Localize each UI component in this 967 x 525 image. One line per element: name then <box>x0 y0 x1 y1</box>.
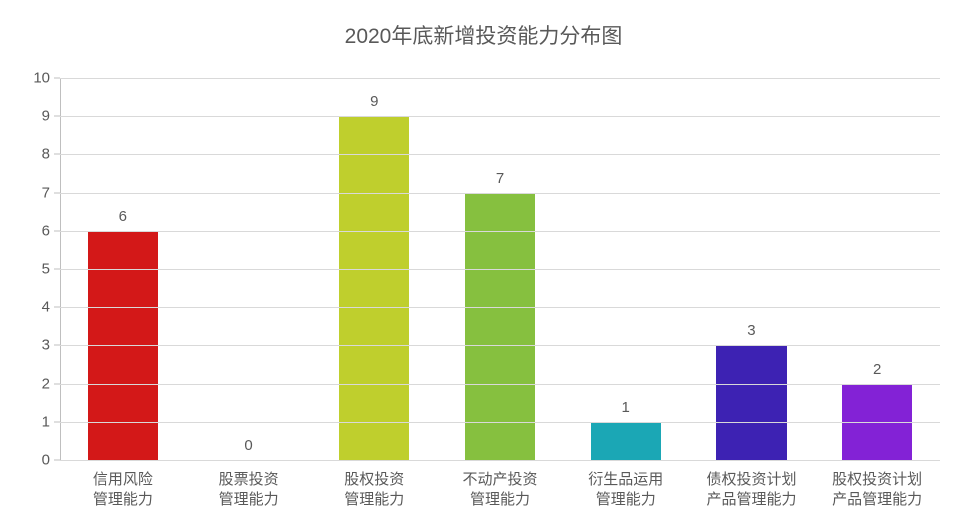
bar-value-label: 9 <box>370 93 378 116</box>
x-axis-label: 衍生品运用 管理能力 <box>563 470 689 511</box>
bar: 7 <box>465 193 535 460</box>
plot-area: 6097132 012345678910 <box>60 78 940 460</box>
x-axis-label: 股权投资计划 产品管理能力 <box>814 470 940 511</box>
gridline <box>60 154 940 155</box>
x-axis-label: 股票投资 管理能力 <box>186 470 312 511</box>
y-tick-label: 6 <box>42 222 60 239</box>
y-tick-label: 1 <box>42 413 60 430</box>
gridline <box>60 116 940 117</box>
bar-value-label: 0 <box>244 437 252 460</box>
x-axis-label: 不动产投资 管理能力 <box>437 470 563 511</box>
gridline <box>60 78 940 79</box>
y-tick-label: 2 <box>42 375 60 392</box>
y-tick-label: 4 <box>42 299 60 316</box>
gridline <box>60 193 940 194</box>
gridline <box>60 345 940 346</box>
x-axis-labels: 信用风险 管理能力股票投资 管理能力股权投资 管理能力不动产投资 管理能力衍生品… <box>60 470 940 511</box>
y-tick-label: 10 <box>33 70 60 87</box>
y-tick-label: 3 <box>42 337 60 354</box>
x-axis-label: 债权投资计划 产品管理能力 <box>689 470 815 511</box>
x-axis-label: 股权投资 管理能力 <box>311 470 437 511</box>
gridline <box>60 422 940 423</box>
y-tick-label: 8 <box>42 146 60 163</box>
gridline <box>60 231 940 232</box>
bar: 9 <box>339 116 409 460</box>
bar-value-label: 1 <box>622 399 630 422</box>
gridline <box>60 384 940 385</box>
gridline <box>60 307 940 308</box>
bar-chart: 2020年底新增投资能力分布图 6097132 012345678910 信用风… <box>0 0 967 525</box>
y-tick-label: 7 <box>42 184 60 201</box>
bar-value-label: 7 <box>496 170 504 193</box>
bar-value-label: 6 <box>119 208 127 231</box>
x-axis-label: 信用风险 管理能力 <box>60 470 186 511</box>
bar: 1 <box>591 422 661 460</box>
gridline <box>60 269 940 270</box>
y-tick-label: 5 <box>42 261 60 278</box>
gridline <box>60 460 940 461</box>
chart-title: 2020年底新增投资能力分布图 <box>0 20 967 50</box>
y-tick-label: 0 <box>42 452 60 469</box>
bar-value-label: 3 <box>747 322 755 345</box>
bar: 3 <box>716 345 786 460</box>
bar-value-label: 2 <box>873 361 881 384</box>
y-tick-label: 9 <box>42 108 60 125</box>
